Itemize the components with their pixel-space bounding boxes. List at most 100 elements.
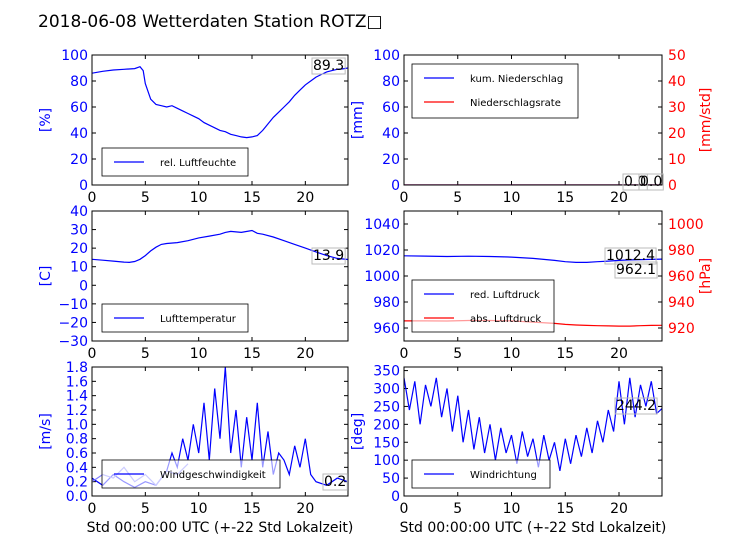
value-label-box bbox=[311, 247, 346, 265]
y-tick-label: 1040 bbox=[364, 217, 400, 233]
y-tick-label: 100 bbox=[61, 48, 88, 64]
humidity-chart: 0 20 40 60 80 100 0 5 10 15 20 [%] 89.3 rel. Luftfeuc… bbox=[38, 48, 349, 206]
x-tick-label: 10 bbox=[503, 190, 521, 206]
page-title: 2018-06-08 Wetterdaten Station ROTZ□ bbox=[38, 12, 383, 32]
y-tick-label: 80 bbox=[382, 74, 400, 90]
x-tick-label: 20 bbox=[610, 346, 628, 362]
x-tick-label: 10 bbox=[190, 190, 208, 206]
y-tick-label: 1.6 bbox=[66, 374, 88, 390]
y2-axis-label: [mm/std] bbox=[698, 88, 714, 153]
x-tick-label: 20 bbox=[610, 501, 628, 517]
y-tick-label: 0.0 bbox=[66, 489, 88, 505]
y-tick-label: 0 bbox=[391, 178, 400, 194]
y-tick-label: −30 bbox=[58, 334, 88, 350]
x-tick-label: 20 bbox=[296, 346, 314, 362]
x-tick-label: 15 bbox=[556, 346, 574, 362]
x-tick-label: 5 bbox=[453, 346, 462, 362]
y2-tick-label: 960 bbox=[668, 269, 695, 285]
y-axis-label: [mm] bbox=[350, 101, 366, 139]
value-label: 13.9 bbox=[313, 248, 344, 264]
value-label: 0.2 bbox=[324, 474, 346, 490]
y-tick-label: 960 bbox=[373, 321, 400, 337]
wind_speed-chart: 0.00.20.40.60.81.01.21.41.61.80 5 10 15 20[m… bbox=[38, 360, 353, 536]
y-tick-label: 150 bbox=[373, 435, 400, 451]
y-axis-label: [m/s] bbox=[38, 413, 54, 450]
value-label-2-box bbox=[614, 261, 658, 279]
value-label-box bbox=[311, 57, 346, 75]
y-tick-label: 20 bbox=[382, 152, 400, 168]
plot-frame bbox=[91, 210, 349, 342]
x-tick-label: 20 bbox=[610, 190, 628, 206]
y-tick-label: 0.6 bbox=[66, 446, 88, 462]
series-line bbox=[404, 255, 662, 263]
value-label: 1012.4 bbox=[606, 248, 655, 264]
y-tick-label: 1020 bbox=[364, 243, 400, 259]
plot-frame bbox=[403, 210, 663, 342]
value-label-2: 0.0 bbox=[640, 174, 662, 190]
y-tick-label: 60 bbox=[382, 100, 400, 116]
x-axis-label: Std 00:00:00 UTC (+-22 Std Lokalzeit) bbox=[400, 520, 667, 536]
y-tick-label: 40 bbox=[382, 126, 400, 142]
y-tick-label: 30 bbox=[70, 223, 88, 239]
y-tick-label: 60 bbox=[70, 100, 88, 116]
y-tick-label: 250 bbox=[373, 399, 400, 415]
y2-tick-label: 980 bbox=[668, 243, 695, 259]
x-tick-label: 0 bbox=[88, 346, 97, 362]
legend-label: rel. Luftfeuchte bbox=[160, 158, 236, 169]
series-line bbox=[92, 229, 348, 264]
y-axis-label: [deg] bbox=[350, 413, 366, 450]
value-label-box bbox=[614, 397, 658, 415]
y-tick-label: 1000 bbox=[364, 269, 400, 285]
legend-label: Windrichtung bbox=[470, 470, 537, 481]
y2-tick-label: 40 bbox=[668, 74, 686, 90]
legend-label: Windgeschwindigkeit bbox=[160, 470, 266, 481]
y-tick-label: 10 bbox=[70, 260, 88, 276]
y-tick-label: 100 bbox=[373, 453, 400, 469]
y2-tick-label: 50 bbox=[668, 48, 686, 64]
legend-box bbox=[411, 279, 555, 333]
value-label-2: 962.1 bbox=[616, 262, 656, 278]
value-label: 89.3 bbox=[313, 58, 344, 74]
y-tick-label: 300 bbox=[373, 382, 400, 398]
y-tick-label: 20 bbox=[70, 152, 88, 168]
legend-label: kum. Niederschlag bbox=[470, 74, 563, 85]
x-tick-label: 15 bbox=[556, 190, 574, 206]
y-tick-label: 0 bbox=[391, 489, 400, 505]
value-label: 244.2 bbox=[616, 398, 656, 414]
plot-frame bbox=[403, 54, 663, 186]
y-axis-label: [%] bbox=[38, 108, 54, 132]
x-tick-label: 0 bbox=[400, 190, 409, 206]
value-label-box bbox=[604, 247, 657, 265]
x-tick-label: 5 bbox=[453, 190, 462, 206]
y-axis-label: [C] bbox=[38, 266, 54, 287]
y-tick-label: 0 bbox=[79, 278, 88, 294]
y-tick-label: 350 bbox=[373, 364, 400, 380]
legend-label: Niederschlagsrate bbox=[470, 98, 561, 109]
temperature-chart: −30 −20 −10 0 10 20 30 40 0 5 10 15 20 [C] 13.9 Lufttem… bbox=[38, 204, 349, 362]
y2-tick-label: 10 bbox=[668, 152, 686, 168]
y-tick-label: 1.8 bbox=[66, 360, 88, 376]
plot-frame bbox=[91, 366, 349, 497]
y-tick-label: 0.2 bbox=[66, 475, 88, 491]
y-tick-label: 50 bbox=[382, 471, 400, 487]
value-label-2-box bbox=[638, 173, 664, 191]
y2-tick-label: 920 bbox=[668, 321, 695, 337]
legend-label: abs. Luftdruck bbox=[470, 314, 541, 325]
x-tick-label: 15 bbox=[556, 501, 574, 517]
y2-tick-label: 20 bbox=[668, 126, 686, 142]
plot-frame bbox=[403, 366, 663, 497]
y-tick-label: 1.0 bbox=[66, 417, 88, 433]
series-line bbox=[92, 65, 348, 139]
y-tick-label: 980 bbox=[373, 295, 400, 311]
y-tick-label: 1.2 bbox=[66, 403, 88, 419]
y2-tick-label: 0 bbox=[668, 178, 677, 194]
x-tick-label: 0 bbox=[88, 501, 97, 517]
x-tick-label: 5 bbox=[141, 190, 150, 206]
series-line bbox=[404, 377, 662, 472]
x-tick-label: 15 bbox=[243, 501, 261, 517]
y-tick-label: −10 bbox=[58, 297, 88, 313]
x-tick-label: 10 bbox=[190, 501, 208, 517]
x-tick-label: 0 bbox=[88, 190, 97, 206]
